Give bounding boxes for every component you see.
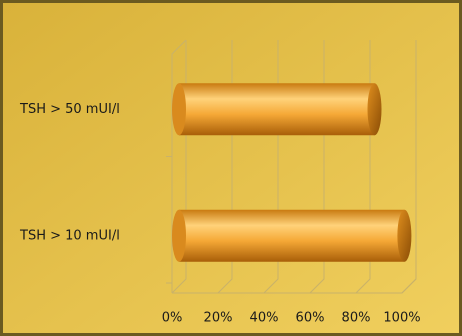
bar-body: [179, 209, 405, 262]
x-tick-label: 80%: [342, 311, 371, 326]
x-tick-label: 0%: [162, 311, 183, 326]
bar-base: [172, 209, 186, 262]
bar: [172, 209, 412, 262]
x-tick-label: 100%: [383, 311, 420, 326]
bar-body: [179, 83, 375, 136]
bar-cap: [367, 83, 382, 136]
y-tick-label: TSH > 10 mUI/l: [19, 228, 120, 243]
x-tick-label: 40%: [250, 311, 279, 326]
x-tick-label: 60%: [296, 311, 325, 326]
background: [3, 3, 459, 333]
grid-line: [401, 40, 417, 294]
bar: [172, 83, 382, 136]
y-tick-label: TSH > 50 mUI/l: [19, 102, 120, 117]
bar-base: [172, 83, 186, 136]
x-tick-label: 20%: [204, 311, 233, 326]
bar-cap: [397, 209, 412, 262]
